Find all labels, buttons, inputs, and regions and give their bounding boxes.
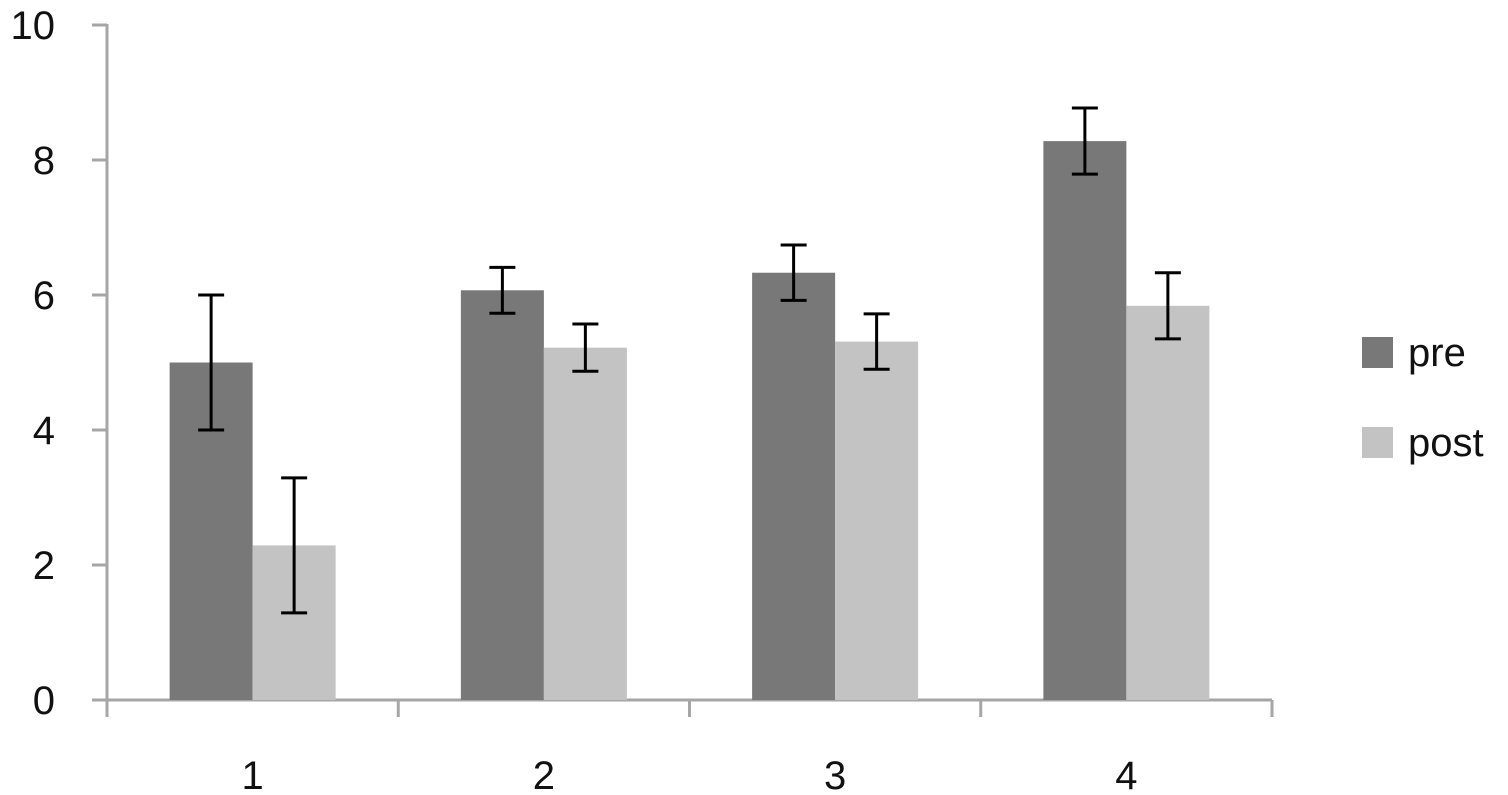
y-tick-label: 0 <box>33 679 55 723</box>
bar-post-2 <box>543 347 627 700</box>
legend-item-post: post <box>1362 421 1484 465</box>
bars-group <box>169 141 1210 701</box>
x-tick-label: 1 <box>242 754 264 795</box>
error-bar-post-1 <box>281 476 308 615</box>
bar-pre-3 <box>752 272 836 700</box>
error-bar-post-2 <box>572 322 599 373</box>
legend-swatch <box>1362 337 1393 368</box>
y-tick-label: 2 <box>33 544 55 588</box>
y-tick-label: 6 <box>33 274 55 318</box>
y-tick-label: 10 <box>11 4 56 48</box>
error-bar-pre-1 <box>198 293 225 432</box>
bar-post-4 <box>1126 305 1210 700</box>
error-bars-group <box>198 106 1181 615</box>
x-axis: 1 2 3 4 <box>105 698 1274 795</box>
bar-pre-4 <box>1043 141 1127 701</box>
x-tick-label: 4 <box>1115 754 1137 795</box>
error-bar-post-3 <box>863 312 890 371</box>
y-tick-label: 8 <box>33 139 55 183</box>
error-bar-pre-2 <box>489 265 516 315</box>
error-bar-pre-4 <box>1071 106 1098 176</box>
bar-post-3 <box>835 341 919 700</box>
legend-label: pre <box>1408 331 1466 375</box>
x-tick-label: 2 <box>533 754 555 795</box>
x-tick-label: 3 <box>824 754 846 795</box>
y-tick-label: 4 <box>33 409 55 453</box>
y-axis: 0 2 4 6 8 10 <box>11 4 109 723</box>
legend-label: post <box>1408 421 1484 465</box>
error-bar-post-4 <box>1154 271 1181 341</box>
bar-pre-2 <box>460 290 544 700</box>
legend: pre post <box>1362 331 1484 465</box>
legend-item-pre: pre <box>1362 331 1466 375</box>
error-bar-pre-3 <box>780 243 807 302</box>
legend-swatch <box>1362 427 1393 458</box>
